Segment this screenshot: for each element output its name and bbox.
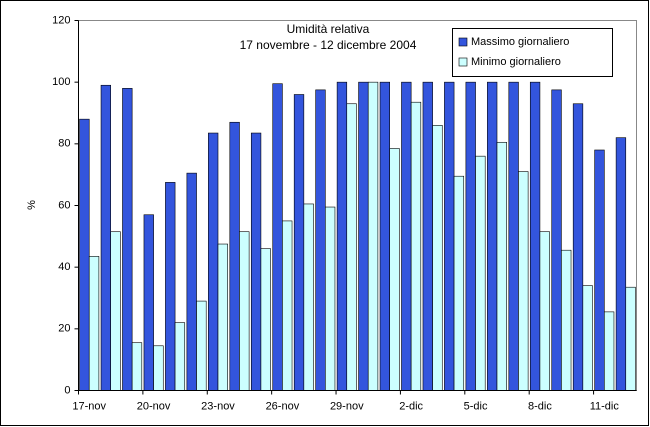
bar (100, 84, 111, 391)
x-tick-label: 8-dic (528, 400, 552, 412)
x-tick-label: 5-dic (464, 400, 488, 412)
bar (358, 81, 369, 391)
legend-label: Minimo giornaliero (471, 56, 561, 68)
bar (604, 311, 615, 391)
bar (196, 300, 207, 391)
y-tick-label: 40 (58, 261, 70, 273)
x-tick-label: 20-nov (137, 400, 171, 412)
bar (465, 81, 476, 391)
x-tick-label: 2-dic (399, 400, 423, 412)
bar (518, 171, 529, 391)
legend-swatch (458, 37, 468, 47)
bar (272, 83, 283, 391)
bar (389, 148, 400, 391)
x-tick-label: 26-nov (266, 400, 300, 412)
bar (594, 149, 605, 391)
bar (508, 81, 519, 391)
bar (422, 81, 433, 391)
bar (208, 132, 219, 391)
bar (153, 345, 164, 391)
bar (239, 231, 250, 391)
bar (444, 81, 455, 391)
bar (186, 172, 197, 391)
chart-title: Umidità relativa (287, 22, 370, 36)
bar (615, 137, 627, 391)
bar (143, 214, 154, 391)
bar (217, 243, 228, 391)
bar (551, 89, 562, 391)
bar (401, 81, 412, 391)
bar (410, 101, 422, 391)
bar (582, 285, 593, 391)
bar (496, 141, 507, 391)
bar (174, 322, 186, 391)
bar (561, 249, 572, 391)
bar (529, 81, 541, 391)
bar (122, 88, 133, 391)
bar (260, 248, 271, 391)
bar (346, 103, 357, 391)
bar (487, 81, 498, 391)
y-tick-label: 60 (58, 199, 70, 211)
x-tick-label: 23-nov (201, 400, 235, 412)
bar (432, 125, 443, 391)
bar (367, 81, 379, 391)
y-tick-label: 120 (52, 14, 70, 26)
y-tick-label: 100 (52, 76, 70, 88)
bar (131, 342, 143, 391)
legend-label: Massimo giornaliero (471, 36, 569, 48)
bar (88, 256, 100, 391)
bar (572, 103, 584, 391)
bar (110, 231, 121, 391)
bar (293, 94, 305, 391)
bar (325, 206, 336, 391)
bar (303, 203, 314, 391)
bar (336, 81, 348, 391)
bar (79, 118, 90, 391)
bar (315, 89, 326, 391)
x-tick-label: 11-dic (590, 400, 620, 412)
y-tick-label: 80 (58, 138, 70, 150)
legend-box (452, 28, 613, 77)
bar (475, 155, 486, 391)
bar (229, 121, 240, 391)
bar (539, 231, 550, 391)
y-tick-label: 20 (58, 323, 70, 335)
x-tick-label: 29-nov (330, 400, 364, 412)
bar (282, 220, 293, 391)
y-axis-label: % (26, 200, 38, 210)
bar (625, 286, 636, 391)
bar (250, 132, 262, 391)
bar (453, 175, 465, 391)
y-tick-label: 0 (64, 384, 70, 396)
legend-swatch (458, 57, 468, 67)
x-tick-label: 17-nov (72, 400, 106, 412)
bar (379, 81, 390, 391)
chart-subtitle: 17 novembre - 12 dicembre 2004 (240, 38, 417, 52)
bar (165, 182, 176, 391)
